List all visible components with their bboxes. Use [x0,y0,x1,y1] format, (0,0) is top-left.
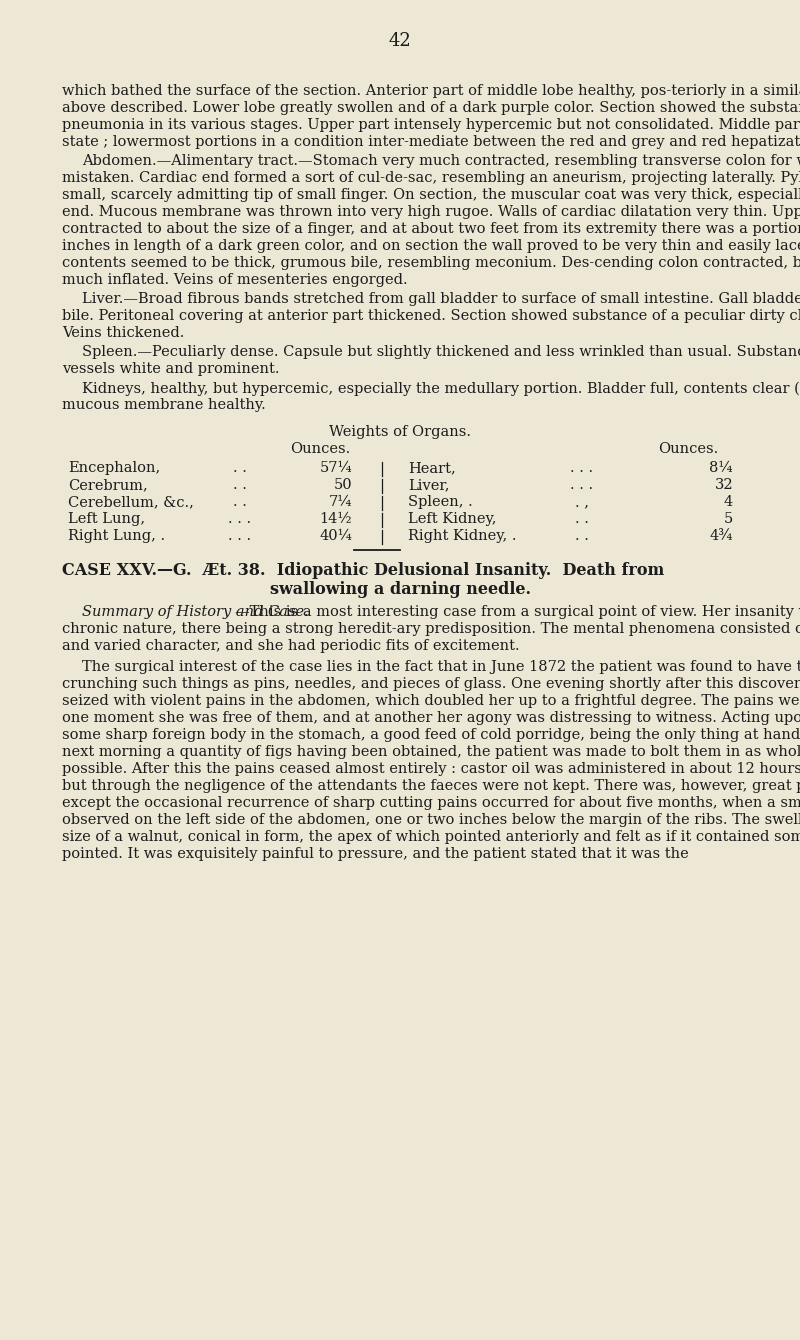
Text: 4¾: 4¾ [710,529,733,543]
Text: . . .: . . . [570,478,594,492]
Text: Summary of History and Case.: Summary of History and Case. [82,606,309,619]
Text: 4: 4 [724,496,733,509]
Text: pneumonia in its various stages. Upper part intensely hypercemic but not consoli: pneumonia in its various stages. Upper p… [62,118,800,133]
Text: Right Lung, .: Right Lung, . [68,529,165,543]
Text: 32: 32 [714,478,733,492]
Text: . . .: . . . [229,529,251,543]
Text: Heart,: Heart, [408,461,456,476]
Text: Right Kidney, .: Right Kidney, . [408,529,517,543]
Text: contents seemed to be thick, grumous bile, resembling meconium. Des-cending colo: contents seemed to be thick, grumous bil… [62,256,800,271]
Text: chronic nature, there being a strong heredit-ary predisposition. The mental phen: chronic nature, there being a strong her… [62,622,800,636]
Text: Encephalon,: Encephalon, [68,461,160,476]
Text: Spleen.—Peculiarly dense. Capsule but slightly thickened and less wrinkled than : Spleen.—Peculiarly dense. Capsule but sl… [82,346,800,359]
Text: but through the negligence of the attendants the faeces were not kept. There was: but through the negligence of the attend… [62,779,800,793]
Text: . .: . . [233,478,247,492]
Text: bile. Peritoneal covering at anterior part thickened. Section showed substance o: bile. Peritoneal covering at anterior pa… [62,310,800,323]
Text: Cerebrum,: Cerebrum, [68,478,148,492]
Text: Abdomen.—Alimentary tract.—Stomach very much contracted, resembling transverse c: Abdomen.—Alimentary tract.—Stomach very … [82,154,800,168]
Text: Liver.—Broad fibrous bands stretched from gall bladder to surface of small intes: Liver.—Broad fibrous bands stretched fro… [82,292,800,306]
Text: 7¼: 7¼ [329,496,352,509]
Text: —This is a most interesting case from a surgical point of view. Her insanity was: —This is a most interesting case from a … [235,606,800,619]
Text: some sharp foreign body in the stomach, a good feed of cold porridge, being the : some sharp foreign body in the stomach, … [62,728,800,742]
Text: Cerebellum, &c.,: Cerebellum, &c., [68,496,194,509]
Text: Kidneys, healthy, but hypercemic, especially the medullary portion. Bladder full: Kidneys, healthy, but hypercemic, especi… [82,381,800,395]
Text: The surgical interest of the case lies in the fact that in June 1872 the patient: The surgical interest of the case lies i… [82,661,800,674]
Text: 8¼: 8¼ [710,461,733,476]
Text: 14½: 14½ [319,512,352,527]
Text: mucous membrane healthy.: mucous membrane healthy. [62,398,266,413]
Text: Left Lung,: Left Lung, [68,512,145,527]
Text: 5: 5 [724,512,733,527]
Text: Spleen, .: Spleen, . [408,496,473,509]
Text: next morning a quantity of figs having been obtained, the patient was made to bo: next morning a quantity of figs having b… [62,745,800,760]
Text: mistaken. Cardiac end formed a sort of cul-de-sac, resembling an aneurism, proje: mistaken. Cardiac end formed a sort of c… [62,172,800,185]
Text: . ,: . , [575,496,589,509]
Text: . .: . . [575,512,589,527]
Text: CASE XXV.—G.  Æt. 38.  Idiopathic Delusional Insanity.  Death from: CASE XXV.—G. Æt. 38. Idiopathic Delusion… [62,563,664,579]
Text: 42: 42 [389,32,411,50]
Text: one moment she was free of them, and at another her agony was distressing to wit: one moment she was free of them, and at … [62,712,800,725]
Text: inches in length of a dark green color, and on section the wall proved to be ver: inches in length of a dark green color, … [62,239,800,253]
Text: except the occasional recurrence of sharp cutting pains occurred for about five : except the occasional recurrence of shar… [62,796,800,811]
Text: size of a walnut, conical in form, the apex of which pointed anteriorly and felt: size of a walnut, conical in form, the a… [62,831,800,844]
Text: much inflated. Veins of mesenteries engorged.: much inflated. Veins of mesenteries engo… [62,273,408,287]
Text: Left Kidney,: Left Kidney, [408,512,497,527]
Text: 40¼: 40¼ [319,529,352,543]
Text: end. Mucous membrane was thrown into very high rugoe. Walls of cardiac dilatatio: end. Mucous membrane was thrown into ver… [62,205,800,218]
Text: possible. After this the pains ceased almost entirely : castor oil was administe: possible. After this the pains ceased al… [62,762,800,776]
Text: Veins thickened.: Veins thickened. [62,326,184,340]
Text: which bathed the surface of the section. Anterior part of middle lobe healthy, p: which bathed the surface of the section.… [62,84,800,98]
Text: Liver,: Liver, [408,478,450,492]
Text: and varied character, and she had periodic fits of excitement.: and varied character, and she had period… [62,639,520,653]
Text: crunching such things as pins, needles, and pieces of glass. One evening shortly: crunching such things as pins, needles, … [62,677,800,691]
Text: . . .: . . . [570,461,594,476]
Text: contracted to about the size of a finger, and at about two feet from its extremi: contracted to about the size of a finger… [62,222,800,236]
Text: above described. Lower lobe greatly swollen and of a dark purple color. Section : above described. Lower lobe greatly swol… [62,100,800,115]
Text: swallowing a darning needle.: swallowing a darning needle. [270,580,530,598]
Text: . .: . . [233,496,247,509]
Text: state ; lowermost portions in a condition inter-mediate between the red and grey: state ; lowermost portions in a conditio… [62,135,800,149]
Text: . .: . . [233,461,247,476]
Text: pointed. It was exquisitely painful to pressure, and the patient stated that it : pointed. It was exquisitely painful to p… [62,847,689,862]
Text: Weights of Organs.: Weights of Organs. [329,425,471,440]
Text: vessels white and prominent.: vessels white and prominent. [62,362,279,377]
Text: small, scarcely admitting tip of small finger. On section, the muscular coat was: small, scarcely admitting tip of small f… [62,188,800,202]
Text: . . .: . . . [229,512,251,527]
Text: observed on the left side of the abdomen, one or two inches below the margin of : observed on the left side of the abdomen… [62,813,800,827]
Text: 50: 50 [334,478,352,492]
Text: Ounces.: Ounces. [290,442,350,456]
Text: 57¼: 57¼ [319,461,352,476]
Text: seized with violent pains in the abdomen, which doubled her up to a frightful de: seized with violent pains in the abdomen… [62,694,800,708]
Text: Ounces.: Ounces. [658,442,718,456]
Text: . .: . . [575,529,589,543]
